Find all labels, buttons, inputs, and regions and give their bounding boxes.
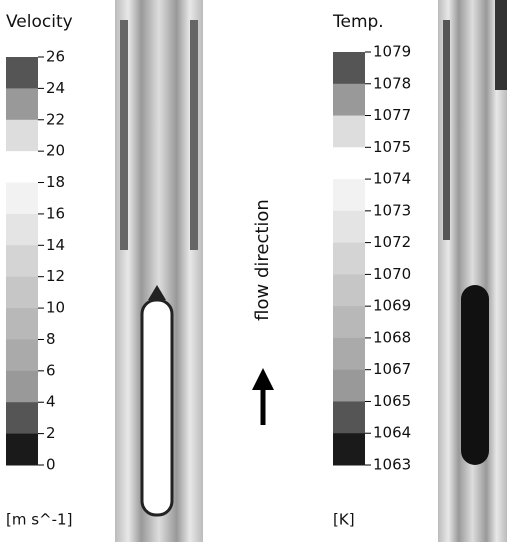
colorbar-label: 10 [46,299,65,317]
colorbar-band [333,306,365,339]
colorbar-band [333,369,365,402]
colorbar-band [6,370,38,403]
colorbar-label: 1069 [373,297,411,315]
colorbar-label: 1075 [373,138,411,156]
colorbar-label: 20 [46,142,65,160]
colorbar-label: 6 [46,361,56,379]
colorbar-band [6,88,38,121]
colorbar-label: 4 [46,393,56,411]
colorbar-band [6,213,38,246]
velocity-field [115,0,203,542]
colorbar-label: 1074 [373,170,411,188]
colorbar-label: 1064 [373,424,411,442]
colorbar-label: 26 [46,48,65,66]
colorbar-label: 1068 [373,328,411,346]
colorbar-band [333,83,365,117]
colorbar-label: 1078 [373,74,411,92]
temperature-field [438,0,507,542]
colorbar-band [6,57,38,89]
colorbar-label: 2 [46,424,56,442]
flow-label: flow direction [252,199,273,321]
colorbar-band [6,308,38,340]
colorbar-band [333,179,365,212]
colorbar-band [333,52,365,85]
colorbar-label: 1072 [373,233,411,251]
colorbar-label: 1065 [373,392,411,410]
colorbar-label: 24 [46,79,65,97]
colorbar-band [333,337,365,371]
colorbar-band [6,339,38,372]
colorbar-band [6,276,38,309]
colorbar-label: 22 [46,110,65,128]
velocity-unit: [m s^-1] [6,511,72,529]
colorbar-band [333,274,365,307]
colorbar-label: 18 [46,173,65,191]
colorbar-band [6,245,38,278]
flow-arrow-head [252,368,274,390]
colorbar-label: 0 [46,456,56,474]
colorbar-band [6,119,38,152]
colorbar-label: 16 [46,204,65,222]
colorbar-band [333,115,365,148]
colorbar-band [333,433,365,466]
temp-title: Temp. [332,12,384,32]
colorbar-band [333,242,365,275]
colorbar-label: 1079 [373,43,411,61]
colorbar-band [333,147,365,180]
colorbar-label: 12 [46,267,65,285]
colorbar-label: 1070 [373,265,411,283]
colorbar-band [6,151,38,184]
colorbar-band [6,433,38,466]
colorbar-label: 1067 [373,360,411,378]
colorbar-band [333,210,365,244]
colorbar-band [6,402,38,435]
colorbar-label: 1073 [373,201,411,219]
velocity-title: Velocity [6,12,73,32]
colorbar-band [333,401,365,434]
colorbar-label: 1077 [373,106,411,124]
colorbar-label: 1063 [373,456,411,474]
colorbar-label: 8 [46,330,56,348]
colorbar-label: 14 [46,236,65,254]
colorbar-band [6,182,38,215]
temp-unit: [K] [333,511,355,529]
